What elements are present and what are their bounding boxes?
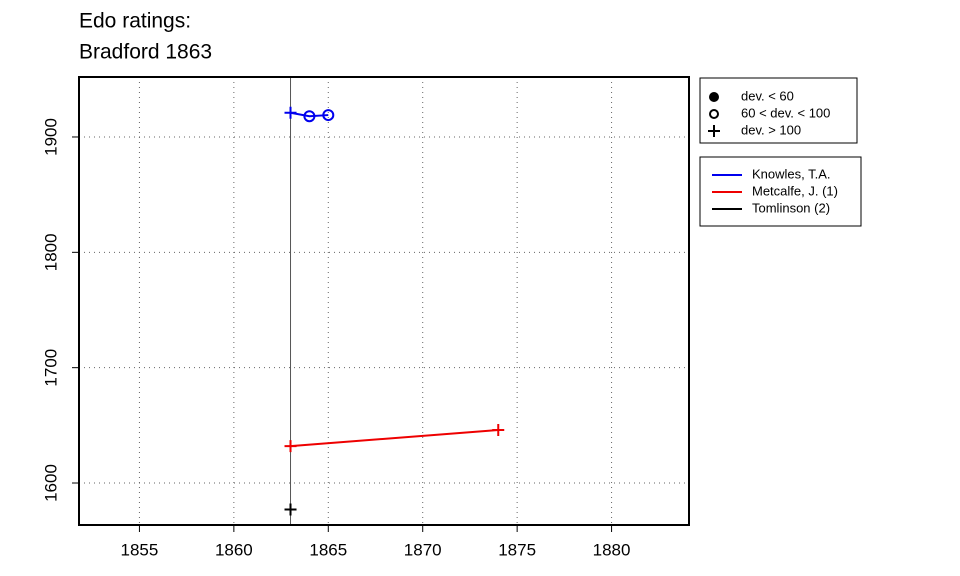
y-tick-label: 1600 (41, 464, 60, 502)
legend-label: Knowles, T.A. (752, 166, 831, 181)
point (284, 503, 297, 516)
x-tick-label: 1880 (593, 540, 631, 559)
x-tick-label: 1870 (404, 540, 442, 559)
y-tick-label: 1800 (41, 233, 60, 271)
legend-symbol (709, 109, 719, 119)
legend-box (699, 156, 862, 227)
y-tick-label: 1700 (41, 349, 60, 387)
chart-title: Edo ratings: (79, 10, 191, 33)
legend-label: dev. < 60 (741, 88, 794, 103)
legend-label: Tomlinson (2) (752, 200, 830, 215)
point (322, 109, 335, 122)
y-tick-label: 1900 (41, 118, 60, 156)
line (290, 111, 329, 118)
x-tick-label: 1865 (309, 540, 347, 559)
point (492, 423, 505, 436)
legend-label: 60 < dev. < 100 (741, 105, 830, 120)
x-tick-label: 1855 (121, 540, 159, 559)
x-tick-label: 1860 (215, 540, 253, 559)
point (303, 110, 316, 123)
point (284, 440, 297, 453)
legend-symbol (708, 125, 720, 137)
legend-label: Metcalfe, J. (1) (752, 183, 838, 198)
legend-box (699, 77, 858, 144)
x-tick-label: 1875 (498, 540, 536, 559)
line (290, 428, 499, 448)
plot-frame (78, 76, 690, 526)
legend-label: dev. > 100 (741, 122, 801, 137)
point (284, 106, 297, 119)
legend-symbol (709, 92, 719, 102)
chart-title: Bradford 1863 (79, 41, 212, 64)
